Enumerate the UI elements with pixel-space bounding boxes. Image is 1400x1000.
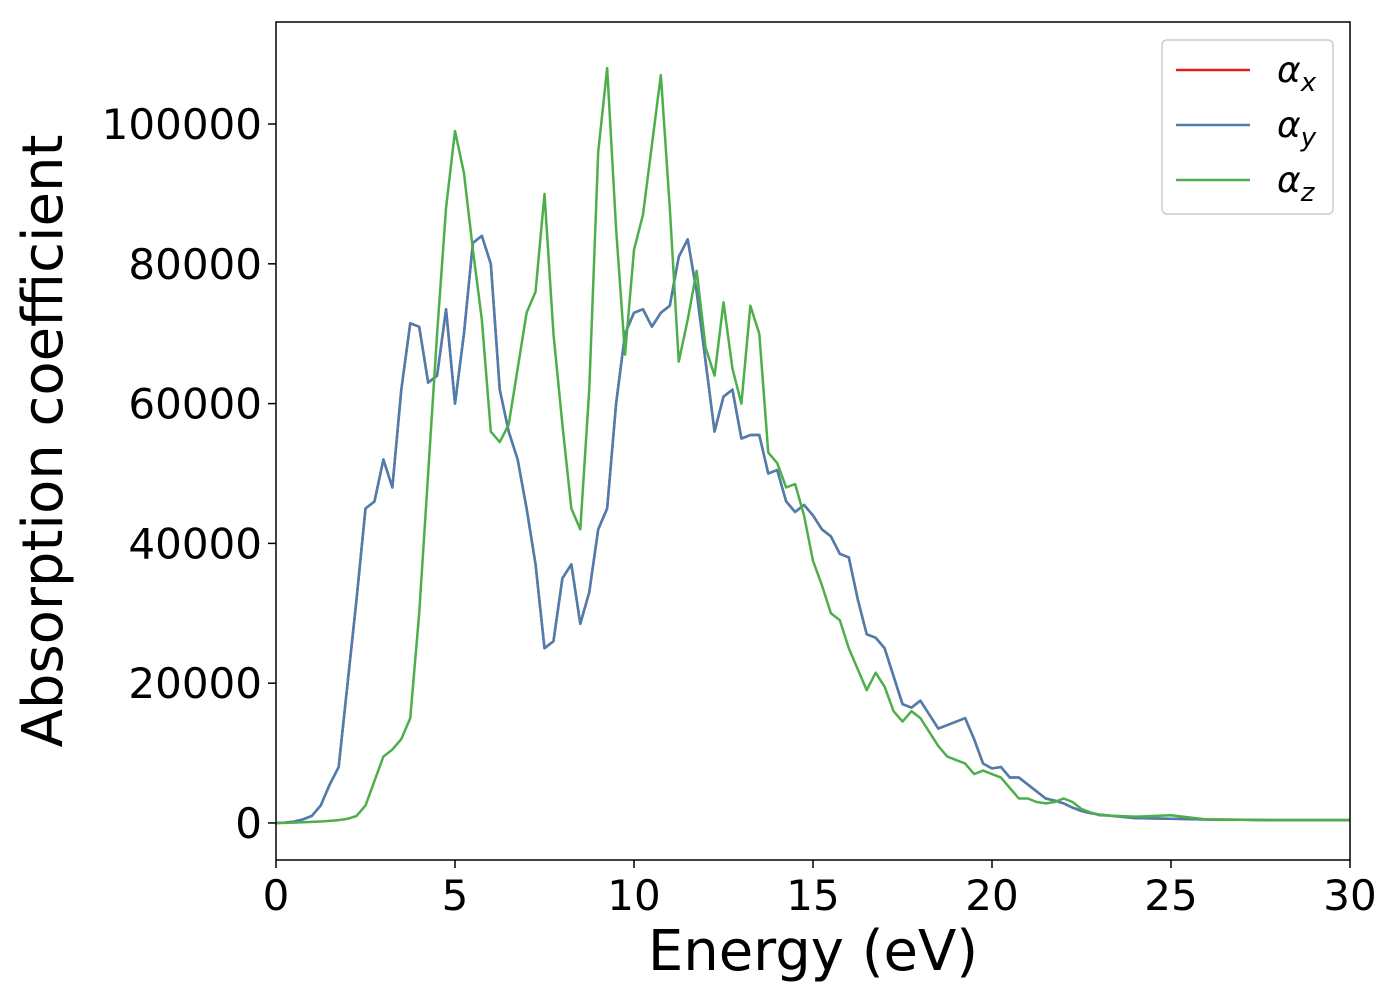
x-tick-label: 15	[786, 871, 839, 920]
legend-box	[1161, 39, 1334, 215]
legend-label: αz	[1277, 160, 1316, 208]
y-tick-label: 80000	[128, 240, 262, 289]
x-tick-label: 20	[965, 871, 1018, 920]
x-tick-label: 25	[1144, 871, 1197, 920]
y-tick-label: 20000	[128, 659, 262, 708]
y-axis-label: Absorption coefficient	[11, 135, 76, 748]
legend-label: αx	[1277, 50, 1317, 98]
x-axis-label: Energy (eV)	[648, 919, 978, 984]
y-tick-label: 60000	[128, 380, 262, 429]
legend-label: αy	[1277, 105, 1317, 153]
data-line	[275, 234, 1350, 825]
x-tick-label: 30	[1323, 871, 1376, 920]
x-tick-label: 10	[607, 871, 660, 920]
x-tick-label: 0	[263, 871, 290, 920]
data-line	[275, 66, 1350, 825]
y-tick-label: 100000	[102, 100, 262, 149]
y-tick-label: 0	[235, 799, 262, 848]
y-tick-label: 40000	[128, 519, 262, 568]
x-tick-label: 5	[442, 871, 469, 920]
plot-frame	[275, 21, 1351, 861]
